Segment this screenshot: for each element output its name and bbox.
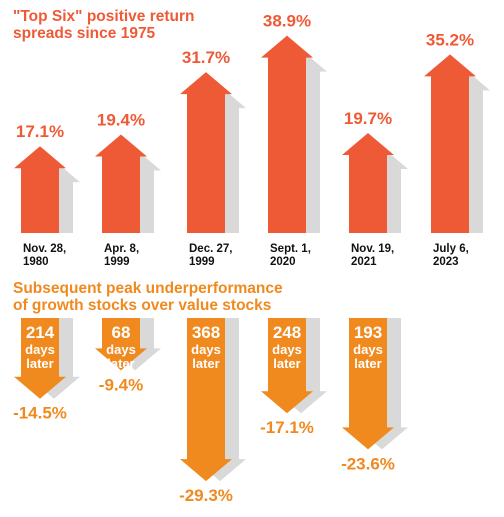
top-arrow-1	[95, 134, 147, 233]
later-word-2: later	[192, 356, 219, 371]
bottom-value-label-2: -29.3%	[179, 486, 233, 505]
later-word-1: later	[107, 356, 134, 371]
days-word-1: days	[106, 342, 136, 357]
days-word-4: days	[353, 342, 383, 357]
top-arrow-0	[14, 146, 66, 233]
top-value-label-3: 38.9%	[263, 12, 311, 31]
bottom-value-label-0: -14.5%	[13, 404, 67, 423]
date-year-label-3: 2020	[270, 256, 296, 268]
days-count-0: 214	[26, 323, 55, 342]
top-chart-title: "Top Six" positive return spreads since …	[13, 8, 195, 42]
bottom-value-label-3: -17.1%	[260, 418, 314, 437]
date-year-label-2: 1999	[189, 256, 215, 268]
date-label-5: July 6,	[433, 243, 469, 255]
date-year-label-0: 1980	[23, 256, 49, 268]
later-word-4: later	[354, 356, 381, 371]
date-label-2: Dec. 27,	[189, 243, 232, 255]
days-count-3: 248	[273, 323, 301, 342]
top-arrow-5	[424, 54, 476, 233]
date-label-0: Nov. 28,	[23, 243, 66, 255]
later-word-0: later	[26, 356, 53, 371]
date-label-1: Apr. 8,	[104, 243, 139, 255]
top-value-label-1: 19.4%	[97, 111, 145, 130]
bottom-chart-title: Subsequent peak underperformance of grow…	[13, 280, 283, 314]
top-arrow-4	[342, 133, 394, 233]
top-arrow-3	[261, 35, 313, 233]
days-word-3: days	[272, 342, 302, 357]
top-value-label-0: 17.1%	[16, 122, 64, 141]
bottom-arrow-0	[14, 318, 66, 399]
top-value-label-5: 35.2%	[426, 30, 474, 49]
days-count-1: 68	[112, 323, 131, 342]
bottom-arrow-2	[180, 318, 232, 482]
days-count-2: 368	[192, 323, 220, 342]
date-year-label-1: 1999	[104, 256, 130, 268]
top-value-label-2: 31.7%	[182, 48, 230, 67]
days-count-4: 193	[354, 323, 382, 342]
bottom-arrow-1	[95, 318, 147, 371]
bottom-arrow-3	[261, 318, 313, 414]
date-label-3: Sept. 1,	[270, 243, 311, 255]
date-label-4: Nov. 19,	[351, 243, 394, 255]
bottom-arrow-4	[342, 318, 394, 450]
top-value-label-4: 19.7%	[344, 109, 392, 128]
bottom-value-label-1: -9.4%	[99, 375, 143, 394]
days-word-0: days	[25, 342, 55, 357]
date-year-label-5: 2023	[433, 256, 459, 268]
later-word-3: later	[273, 356, 300, 371]
days-word-2: days	[191, 342, 221, 357]
date-year-label-4: 2021	[351, 256, 377, 268]
top-arrow-2	[180, 72, 232, 233]
bottom-value-label-4: -23.6%	[341, 454, 395, 473]
